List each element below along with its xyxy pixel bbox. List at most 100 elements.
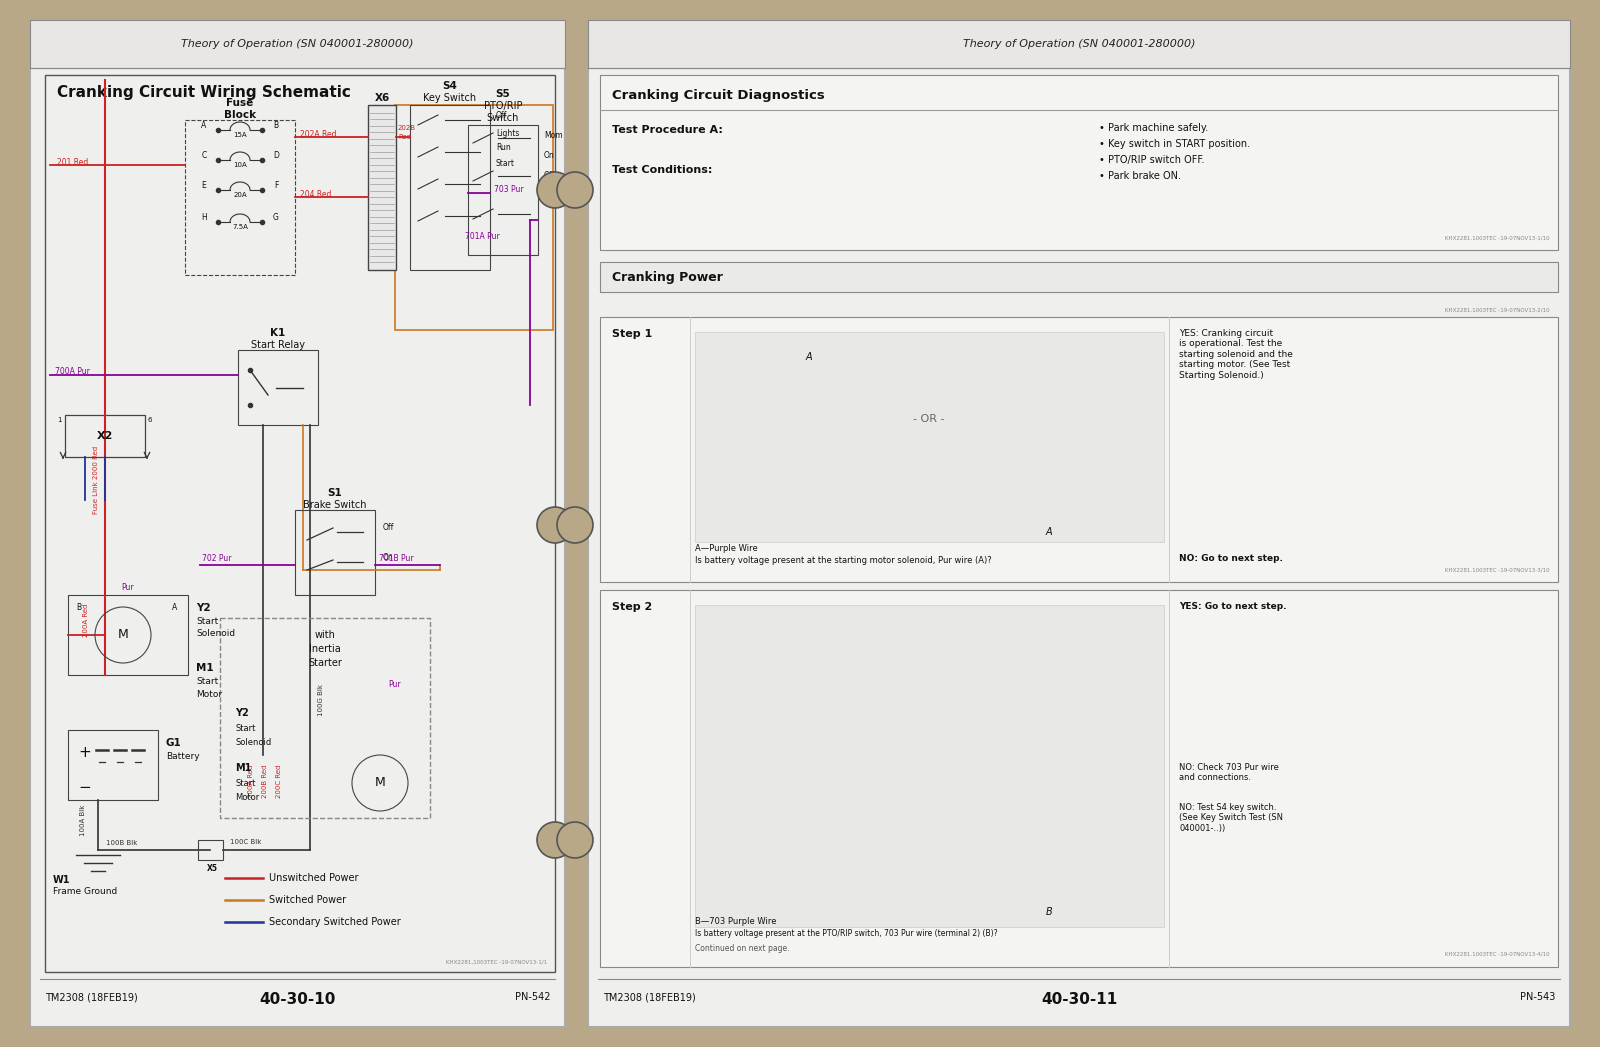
Text: Motor: Motor <box>235 793 259 802</box>
Text: Starter: Starter <box>309 658 342 668</box>
Text: Off: Off <box>496 111 507 119</box>
Text: Lights: Lights <box>496 129 520 137</box>
Text: • Park machine safely.: • Park machine safely. <box>1099 122 1208 133</box>
Bar <box>589 20 1570 1027</box>
Text: Block: Block <box>224 110 256 120</box>
Text: B: B <box>77 603 82 612</box>
Text: Red: Red <box>398 134 411 140</box>
Text: Switch: Switch <box>486 113 518 122</box>
Text: B: B <box>274 121 278 131</box>
Text: 701A Pur: 701A Pur <box>466 232 499 241</box>
Text: Start: Start <box>195 677 218 686</box>
Text: A: A <box>202 121 206 131</box>
Text: Pur: Pur <box>387 680 400 689</box>
Bar <box>30 20 565 68</box>
Text: Key Switch: Key Switch <box>424 93 477 103</box>
Circle shape <box>557 822 594 857</box>
Text: 201 Red: 201 Red <box>58 158 88 168</box>
Text: On: On <box>382 554 394 562</box>
Text: C: C <box>202 152 206 160</box>
Text: Step 1: Step 1 <box>611 329 653 339</box>
Text: TM2308 (18FEB19): TM2308 (18FEB19) <box>603 992 696 1002</box>
Text: X6: X6 <box>374 93 390 103</box>
Text: - OR -: - OR - <box>914 414 944 424</box>
Text: 200B Red: 200B Red <box>262 764 269 798</box>
Text: Brake Switch: Brake Switch <box>304 500 366 510</box>
Text: F: F <box>274 181 278 191</box>
Text: Off: Off <box>544 171 555 179</box>
Text: 7.5A: 7.5A <box>232 224 248 230</box>
Bar <box>600 75 1558 250</box>
Text: 100A Blk: 100A Blk <box>80 804 86 836</box>
Circle shape <box>538 172 573 208</box>
Text: Start: Start <box>496 158 515 168</box>
Text: Is battery voltage present at the PTO/RIP switch, 703 Pur wire (terminal 2) (B)?: Is battery voltage present at the PTO/RI… <box>694 929 998 938</box>
Text: 701B Pur: 701B Pur <box>379 554 414 563</box>
Text: M1: M1 <box>195 663 214 673</box>
Text: S1: S1 <box>328 488 342 498</box>
Bar <box>589 20 1570 68</box>
Bar <box>238 350 318 425</box>
Text: Cranking Circuit Wiring Schematic: Cranking Circuit Wiring Schematic <box>58 86 350 101</box>
Text: 10A: 10A <box>234 162 246 168</box>
Text: Motor: Motor <box>195 690 222 699</box>
Text: B: B <box>1046 907 1053 917</box>
Text: Theory of Operation (SN 040001-280000): Theory of Operation (SN 040001-280000) <box>181 39 413 49</box>
Text: Run: Run <box>496 143 510 153</box>
Text: PTO/RIP: PTO/RIP <box>483 101 522 111</box>
Text: KHX2281,1003TEC -19-07NOV13-1/1: KHX2281,1003TEC -19-07NOV13-1/1 <box>446 959 547 964</box>
Text: KHX2281.1003TEC -19-07NOV13-1/10: KHX2281.1003TEC -19-07NOV13-1/10 <box>1445 235 1550 240</box>
Text: 20A: 20A <box>234 192 246 198</box>
Text: Start: Start <box>195 617 218 626</box>
Text: Inertia: Inertia <box>309 644 341 654</box>
Text: Is battery voltage present at the starting motor solenoid, Pur wire (A)?: Is battery voltage present at the starti… <box>694 556 992 565</box>
Text: PN-542: PN-542 <box>515 992 550 1002</box>
Text: A: A <box>173 603 178 612</box>
Text: Fuse: Fuse <box>226 98 254 108</box>
Bar <box>67 730 158 800</box>
Text: Frame Ground: Frame Ground <box>53 887 117 896</box>
Text: Solenoid: Solenoid <box>195 629 235 638</box>
Circle shape <box>538 507 573 543</box>
Text: A: A <box>1046 527 1053 537</box>
Text: 702 Pur: 702 Pur <box>202 554 232 563</box>
Circle shape <box>557 172 594 208</box>
Text: NO: Check 703 Pur wire
and connections.: NO: Check 703 Pur wire and connections. <box>1179 763 1278 782</box>
Text: D: D <box>274 152 278 160</box>
Text: S5: S5 <box>496 89 510 99</box>
Text: G: G <box>274 214 278 223</box>
Bar <box>600 262 1558 292</box>
Text: On: On <box>544 151 555 159</box>
Text: Y2: Y2 <box>235 708 248 718</box>
Bar <box>600 591 1558 967</box>
Bar <box>694 605 1165 927</box>
Text: A: A <box>806 352 813 362</box>
Text: 202B: 202B <box>398 125 416 131</box>
Text: Continued on next page.: Continued on next page. <box>694 944 789 953</box>
Bar <box>186 120 294 275</box>
Bar <box>221 618 430 818</box>
Text: M: M <box>374 777 386 789</box>
Text: Off: Off <box>382 524 394 533</box>
Text: G1: G1 <box>166 738 182 748</box>
Text: Battery: Battery <box>166 752 200 761</box>
Bar <box>198 840 222 860</box>
Bar <box>467 125 538 255</box>
Circle shape <box>538 822 573 857</box>
Text: KHX2281.1003TEC -19-07NOV13-4/10: KHX2281.1003TEC -19-07NOV13-4/10 <box>1445 952 1550 957</box>
Text: M1: M1 <box>235 763 251 773</box>
Text: Theory of Operation (SN 040001-280000): Theory of Operation (SN 040001-280000) <box>963 39 1195 49</box>
Bar <box>67 595 189 675</box>
Text: Switched Power: Switched Power <box>269 895 346 905</box>
Text: PN-543: PN-543 <box>1520 992 1555 1002</box>
Text: KHX2281.1003TEC -19-07NOV13-2/10: KHX2281.1003TEC -19-07NOV13-2/10 <box>1445 307 1550 312</box>
Text: Test Conditions:: Test Conditions: <box>611 165 712 175</box>
Text: 202A Red: 202A Red <box>301 130 336 139</box>
Text: 40-30-10: 40-30-10 <box>259 992 334 1007</box>
Text: Solenoid: Solenoid <box>235 738 272 747</box>
Text: Test Procedure A:: Test Procedure A: <box>611 125 723 135</box>
Text: NO: Test S4 key switch.
(See Key Switch Test (SN
040001-..)): NO: Test S4 key switch. (See Key Switch … <box>1179 803 1283 832</box>
Text: YES: Go to next step.: YES: Go to next step. <box>1179 602 1286 611</box>
Text: K1: K1 <box>270 328 286 338</box>
Text: W1: W1 <box>53 875 70 885</box>
